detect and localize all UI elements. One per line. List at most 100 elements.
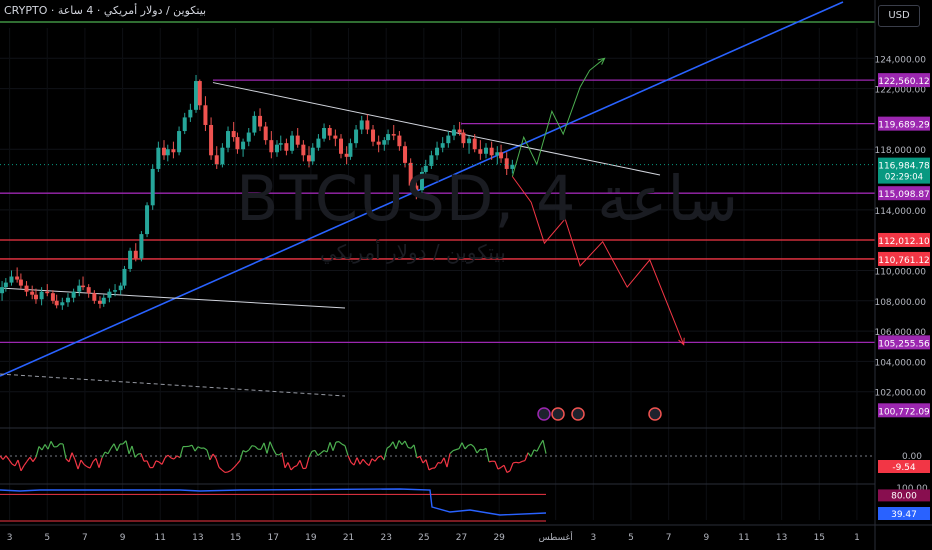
rsi-line xyxy=(0,488,547,516)
price-tick-label: 108,000.00 xyxy=(874,298,926,308)
candle-body xyxy=(408,162,413,186)
oscillator-line xyxy=(290,466,295,471)
oscillator-line xyxy=(374,456,379,462)
oscillator-line xyxy=(218,466,223,471)
current-price-tag xyxy=(878,157,930,184)
flag-icon xyxy=(551,407,565,421)
oscillator-line xyxy=(170,457,175,460)
oscillator-line xyxy=(269,441,274,449)
oscillator-line xyxy=(530,449,535,457)
candle-body xyxy=(423,165,428,172)
oscillator-line xyxy=(98,457,103,468)
candle-body xyxy=(156,147,161,169)
oscillator-line xyxy=(410,444,415,449)
descending-trendline xyxy=(212,82,661,176)
date-tick-label: 19 xyxy=(305,533,317,543)
oscillator-line xyxy=(314,450,319,456)
oscillator-line xyxy=(230,467,235,471)
oscillator-line xyxy=(62,443,67,459)
date-tick-label: 17 xyxy=(267,533,278,543)
oscillator-line xyxy=(89,461,94,469)
oscillator-line xyxy=(515,461,520,464)
oscillator-line xyxy=(197,446,202,449)
oscillator-line xyxy=(542,440,547,454)
oscillator-line xyxy=(215,458,220,468)
oscillator-line xyxy=(263,442,268,454)
candle-body xyxy=(386,134,391,141)
level-price-label: 112,012.10 xyxy=(878,237,930,247)
oscillator-line xyxy=(17,459,22,471)
candle-body xyxy=(194,81,199,110)
candle-body xyxy=(0,287,5,294)
oscillator-value-tag xyxy=(878,460,930,473)
candle-body xyxy=(235,137,240,150)
oscillator-line xyxy=(266,441,271,454)
oscillator-line xyxy=(311,449,316,452)
oscillator-line xyxy=(461,442,466,450)
oscillator-line xyxy=(131,445,136,458)
candle-body xyxy=(316,138,321,148)
level-price-label: 115,098.87 xyxy=(878,190,930,200)
oscillator-line xyxy=(386,445,391,449)
red-projection-arrow xyxy=(678,337,685,346)
candle-body xyxy=(457,129,462,133)
oscillator-line xyxy=(377,455,382,458)
candle-body xyxy=(165,149,170,156)
level-price-label: 119,689.29 xyxy=(878,121,930,131)
oscillator-line xyxy=(152,460,157,468)
oscillator-line xyxy=(473,446,478,454)
date-tick-label: 3 xyxy=(590,533,596,543)
symbol-title[interactable]: CRYPTO · بيتكوين / دولار أمريكي · 4 ساعة xyxy=(4,4,207,17)
candle-body xyxy=(101,297,106,304)
date-tick-label: 27 xyxy=(456,533,467,543)
oscillator-line xyxy=(317,452,322,456)
oscillator-line xyxy=(350,461,355,466)
candle-body xyxy=(397,135,402,147)
price-tick-label: 118,000.00 xyxy=(874,146,926,156)
oscillator-line xyxy=(413,444,418,459)
oscillator-line xyxy=(332,441,337,451)
candle-body xyxy=(467,138,472,144)
oscillator-line xyxy=(242,450,247,453)
candle-body xyxy=(231,131,236,138)
candle-body xyxy=(403,146,408,163)
oscillator-line xyxy=(254,445,259,450)
candle-body xyxy=(461,132,466,144)
oscillator-line xyxy=(344,445,349,456)
oscillator-line xyxy=(326,442,331,453)
candle-body xyxy=(77,285,82,292)
candle-body xyxy=(145,205,150,235)
oscillator-line xyxy=(503,465,508,473)
candle-body xyxy=(489,147,494,156)
oscillator-line xyxy=(23,460,28,466)
candle-body xyxy=(354,129,359,144)
oscillator-line xyxy=(533,449,538,452)
candle-body xyxy=(122,268,127,286)
current-price-label: 116,984.78 xyxy=(878,162,930,172)
oscillator-value-label: -9.54 xyxy=(892,463,916,473)
oscillator-line xyxy=(167,454,172,459)
candle-body xyxy=(24,285,29,292)
candle-body xyxy=(50,293,55,301)
currency-button[interactable]: USD xyxy=(878,5,920,27)
oscillator-line xyxy=(44,444,49,450)
candle-body xyxy=(92,293,97,301)
date-tick-label: 7 xyxy=(82,533,88,543)
oscillator-line xyxy=(293,465,298,468)
oscillator-line xyxy=(8,459,13,465)
oscillator-line xyxy=(140,453,145,462)
candle-body xyxy=(429,155,434,166)
oscillator-line xyxy=(65,458,70,463)
level-price-tag xyxy=(878,251,930,266)
oscillator-line xyxy=(146,460,151,468)
oscillator-line xyxy=(92,458,97,463)
oscillator-line xyxy=(497,466,502,470)
green-projection-path xyxy=(511,57,605,177)
oscillator-line xyxy=(359,458,364,465)
oscillator-line xyxy=(41,444,46,451)
oscillator-zero-label: 0.00 xyxy=(902,452,922,462)
candle-body xyxy=(333,135,338,139)
oscillator-line xyxy=(125,440,130,454)
